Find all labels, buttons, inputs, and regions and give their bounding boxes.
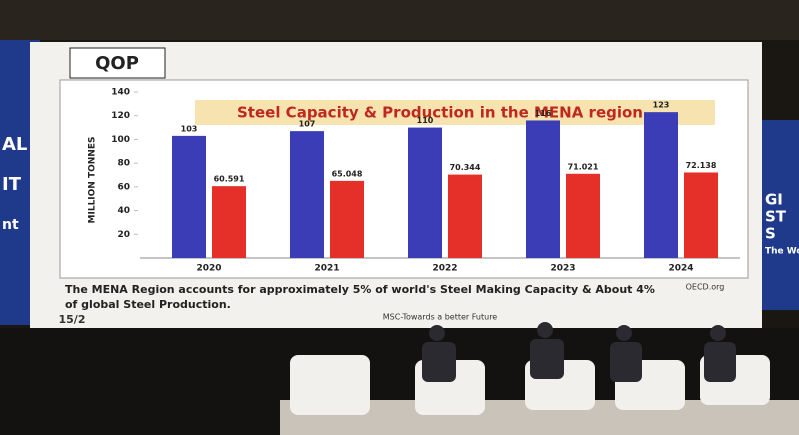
y-tick-label: 100 bbox=[111, 135, 130, 145]
right-banner-text: The World' bbox=[765, 247, 799, 257]
chart-title: Steel Capacity & Production in the MENA … bbox=[237, 104, 643, 122]
logo: QOP bbox=[95, 53, 139, 74]
y-tick-label: 40 bbox=[117, 206, 130, 216]
logo-box bbox=[69, 47, 166, 79]
x-tick-label: 2020 bbox=[196, 264, 221, 274]
data-label: 71.021 bbox=[568, 162, 599, 171]
note-box: The MENA Region accounts for approximate… bbox=[65, 283, 655, 311]
left-banner-text: IT bbox=[2, 174, 22, 195]
data-label: 123 bbox=[653, 101, 670, 110]
y-tick-label: 20 bbox=[117, 230, 130, 240]
bar bbox=[172, 135, 206, 258]
y-tick-label: 60 bbox=[117, 182, 130, 192]
y-axis-label: MILLION TONNES bbox=[88, 137, 98, 224]
bar bbox=[290, 131, 324, 258]
y-tick-label: 140 bbox=[111, 88, 130, 98]
x-tick-label: 2021 bbox=[314, 264, 339, 274]
data-label: 107 bbox=[299, 120, 316, 129]
footer: MSC-Towards a better Future bbox=[383, 313, 498, 322]
right-banner-text: S bbox=[765, 225, 776, 243]
data-label: 65.048 bbox=[332, 169, 363, 178]
right-banner-text: GI bbox=[765, 191, 783, 209]
data-label: 72.138 bbox=[686, 161, 717, 170]
right-banner-text: ST bbox=[765, 208, 787, 226]
data-label: 70.344 bbox=[450, 163, 481, 172]
y-tick-label: 80 bbox=[117, 159, 130, 169]
note: The MENA Region accounts for approximate… bbox=[65, 283, 655, 311]
speakers bbox=[422, 322, 736, 382]
bar bbox=[330, 180, 364, 258]
data-label: 110 bbox=[417, 116, 434, 125]
bar bbox=[684, 172, 718, 258]
bar bbox=[644, 112, 678, 259]
x-tick-label: 2022 bbox=[432, 264, 457, 274]
data-label: 116 bbox=[535, 109, 552, 118]
ceiling bbox=[0, 0, 799, 40]
data-label: 60.591 bbox=[214, 175, 245, 184]
source: OECD.org bbox=[686, 283, 725, 292]
bar bbox=[212, 186, 246, 258]
data-label: 103 bbox=[181, 124, 198, 133]
bar bbox=[448, 174, 482, 258]
right-banner bbox=[760, 120, 799, 310]
bar bbox=[408, 127, 442, 258]
bar bbox=[526, 120, 560, 258]
left-banner-text: nt bbox=[2, 217, 19, 233]
page-number: 15/2 bbox=[59, 313, 86, 326]
x-tick-label: 2024 bbox=[668, 264, 693, 274]
title-band bbox=[195, 100, 715, 125]
x-tick-label: 2023 bbox=[550, 264, 575, 274]
bar bbox=[566, 173, 600, 258]
y-tick-label: 120 bbox=[111, 111, 130, 121]
left-banner-text: AL bbox=[2, 134, 27, 155]
